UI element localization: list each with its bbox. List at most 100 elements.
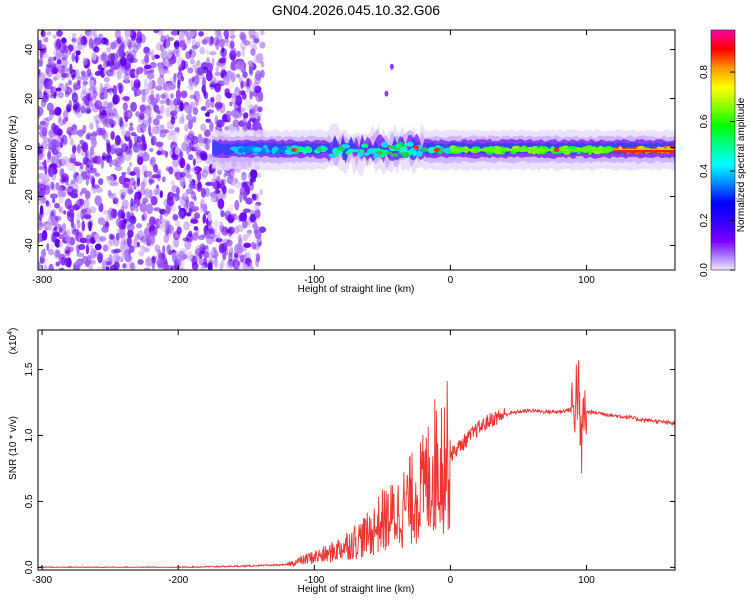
noise-blob [172,168,180,173]
noise-blob [76,199,81,206]
noise-blob [227,226,235,235]
noise-blob [125,130,131,137]
noise-blob [68,99,72,109]
noise-blob [207,262,213,270]
noise-blob [200,203,204,213]
noise-blob [129,262,136,270]
noise-blob [38,124,43,131]
noise-blob [38,81,44,91]
noise-blob [179,176,186,188]
noise-blob [74,259,83,267]
noise-blob [218,57,226,64]
noise-blob [226,92,232,99]
noise-blob [170,266,174,270]
noise-blob [171,180,175,186]
noise-blob [225,228,230,234]
signal-blob [337,146,344,152]
noise-blob [151,255,158,260]
noise-blob [145,257,153,267]
noise-blob [75,184,80,190]
noise-blob [219,102,226,114]
noise-blob [210,249,215,256]
noise-blob [253,204,260,211]
noise-blob [258,91,264,102]
noise-blob [132,142,141,153]
noise-blob [193,90,200,102]
noise-blob [194,41,201,49]
noise-blob [134,39,142,50]
noise-blob [227,250,236,256]
noise-blob [102,244,109,252]
noise-blob [108,157,113,168]
noise-blob [52,109,57,116]
noise-blob [60,85,68,93]
signal-hotspot-3 [553,148,560,152]
noise-blob [256,52,264,64]
noise-blob [165,204,171,215]
noise-blob [64,246,71,257]
noise-blob [196,38,202,45]
noise-blob [82,57,88,66]
noise-blob [238,212,245,222]
noise-blob [56,59,62,65]
noise-blob [139,187,146,196]
noise-blob [143,78,148,90]
noise-blob [106,47,112,53]
noise-blob [245,120,252,130]
noise-blob [204,137,209,144]
noise-blob [68,104,73,111]
signal-blob [328,153,336,158]
noise-blob [173,237,180,248]
noise-blob [219,48,225,57]
colorbar-gradient [710,29,736,271]
signal-hotspot-2 [433,148,440,152]
noise-blob [200,187,206,198]
noise-blob [249,168,258,180]
noise-blob [149,159,155,165]
noise-blob [114,157,122,163]
noise-blob [205,142,210,151]
noise-blob [165,167,174,172]
noise-blob [145,88,150,95]
noise-blob [171,185,179,193]
noise-blob [47,57,55,64]
noise-blob [150,156,157,163]
noise-blob [90,164,94,171]
noise-blob [128,126,132,134]
noise-blob [126,211,131,222]
noise-blob [74,69,80,80]
noise-blob [160,104,165,115]
noise-blob [149,156,156,167]
noise-blob [190,218,199,224]
noise-blob [129,122,133,127]
noise-blob [189,57,195,65]
noise-blob [148,174,153,186]
noise-blob [229,40,235,49]
noise-blob [166,220,171,232]
noise-blob [205,99,211,109]
snr-x-ticks: -300 -200 -100 0 100 [32,330,595,586]
noise-blob [137,116,145,123]
noise-blob [216,105,220,112]
noise-blob [224,126,229,131]
noise-blob [49,109,54,116]
colorbar-tick-label-3: 0.6 [699,114,710,128]
noise-blob [115,147,124,157]
noise-blob [134,91,138,97]
noise-blob [107,189,112,197]
noise-blob [47,215,56,226]
noise-blob [226,174,234,185]
noise-blob [41,229,48,241]
signal-hotspot-0 [290,148,297,152]
noise-blob [188,118,193,130]
noise-blob [79,102,87,112]
noise-blob [128,262,132,269]
noise-blob [60,138,64,143]
noise-blob [243,242,252,248]
noise-blob [101,259,107,270]
signal-blob [443,147,452,154]
noise-blob [242,233,248,241]
noise-blob [189,49,197,58]
noise-blob [53,91,57,99]
noise-blob [134,198,140,209]
